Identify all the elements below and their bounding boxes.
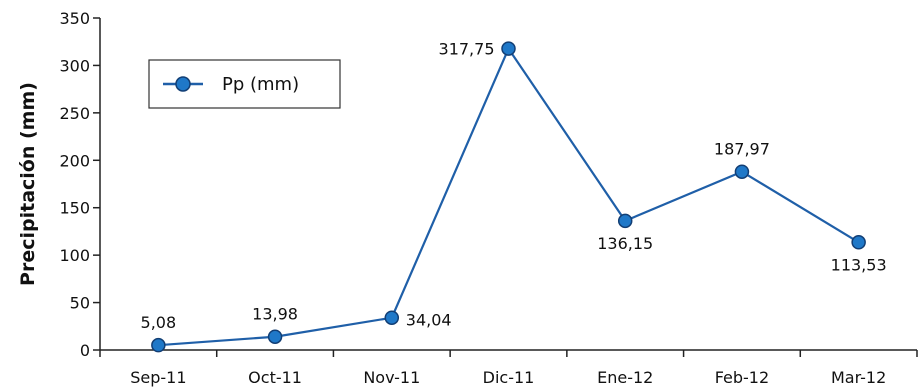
- y-tick-label: 150: [59, 199, 90, 218]
- data-point: [501, 41, 516, 56]
- data-label: 317,75: [439, 40, 495, 59]
- data-point: [151, 337, 166, 353]
- x-tick-label: Nov-11: [363, 368, 420, 387]
- data-labels: 5,08 13,98 34,04 317,75 136,15 187,97 113,53: [141, 40, 887, 333]
- x-axis-ticks: Sep-11 Oct-11 Nov-11 Dic-11 Ene-12 Feb-12 Mar-…: [99, 350, 918, 387]
- data-label: 13,98: [252, 305, 298, 324]
- series-pp: [151, 41, 866, 353]
- y-tick-label: 200: [59, 151, 90, 170]
- data-point: [267, 329, 283, 344]
- x-tick-label: Sep-11: [130, 368, 186, 387]
- x-tick-label: Dic-11: [483, 368, 535, 387]
- y-tick-label: 250: [59, 104, 90, 123]
- x-tick-label: Feb-12: [715, 368, 769, 387]
- data-point: [851, 235, 866, 250]
- data-label: 5,08: [141, 313, 177, 332]
- chart-axes: [99, 18, 917, 351]
- x-tick-label: Ene-12: [597, 368, 653, 387]
- data-point: [384, 310, 400, 325]
- y-tick-label: 0: [80, 341, 90, 360]
- data-label: 34,04: [406, 311, 452, 330]
- y-tick-label: 350: [59, 9, 90, 28]
- data-label: 113,53: [831, 255, 887, 274]
- y-tick-label: 100: [59, 246, 90, 265]
- y-axis-ticks: 0 50 100 150 200 250 300 350: [59, 9, 100, 360]
- y-tick-label: 300: [59, 56, 90, 75]
- data-label: 187,97: [714, 140, 770, 159]
- y-axis-label: Precipitación (mm): [17, 82, 39, 286]
- x-tick-label: Mar-12: [831, 368, 886, 387]
- legend-marker-swatch: [175, 76, 191, 92]
- legend-label: Pp (mm): [222, 74, 299, 95]
- x-tick-label: Oct-11: [248, 368, 302, 387]
- y-tick-label: 50: [70, 294, 90, 313]
- data-point: [734, 164, 750, 179]
- data-label: 136,15: [597, 234, 653, 253]
- legend: Pp (mm): [148, 59, 341, 109]
- data-point: [617, 213, 633, 229]
